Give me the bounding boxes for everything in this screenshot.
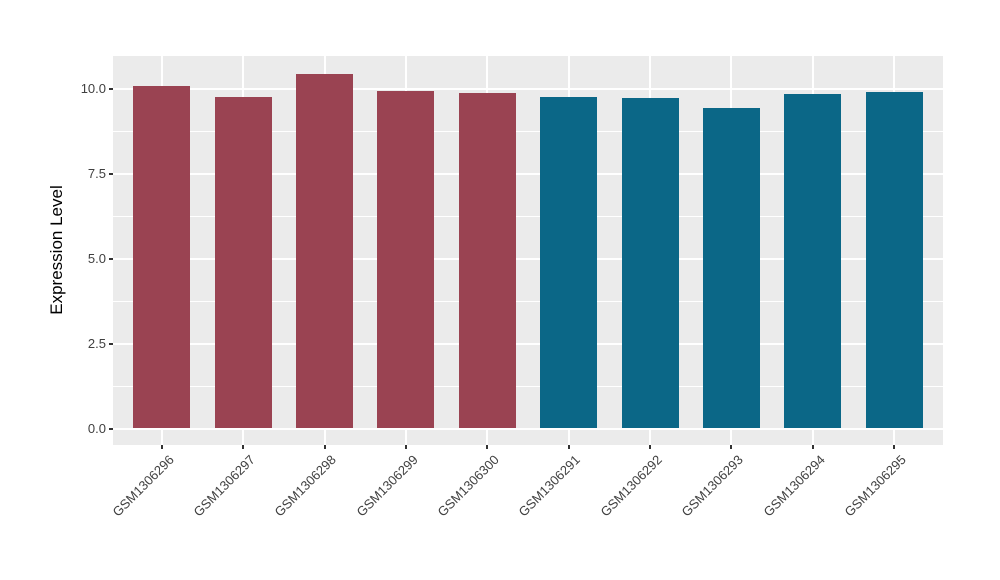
x-tick-mark — [242, 445, 245, 449]
x-tick-label-text: GSM1306298 — [271, 452, 340, 520]
y-tick-mark — [109, 257, 113, 260]
x-tick-mark — [404, 445, 407, 449]
gridline-major-y-10 — [113, 88, 943, 90]
gridline-minor-y-1.25 — [113, 385, 943, 387]
bar-GSM1306297 — [214, 97, 272, 429]
y-tick-label: 2.5 — [87, 335, 106, 351]
bar-GSM1306294 — [784, 94, 842, 429]
bar-GSM1306300 — [458, 93, 516, 429]
x-tick-mark — [893, 445, 896, 449]
x-tick-label-text: GSM1306294 — [760, 452, 828, 520]
gridline-major-y-5 — [113, 257, 943, 260]
bar-GSM1306292 — [621, 97, 679, 429]
y-tick-mark — [109, 172, 113, 175]
bar-GSM1306291 — [540, 97, 598, 429]
gridline-major-y-2.5 — [113, 342, 943, 345]
x-tick-label-text: GSM1306295 — [841, 452, 909, 520]
gridline-minor-y-6.25 — [113, 215, 943, 217]
x-tick-label-text: GSM1306292 — [597, 452, 665, 520]
y-tick-mark — [109, 342, 113, 345]
bar-GSM1306295 — [865, 91, 923, 429]
y-tick-label: 10.0 — [80, 81, 106, 96]
x-tick-label-text: GSM1306297 — [190, 452, 258, 520]
x-tick-mark — [649, 445, 652, 449]
x-tick-label-text: GSM1306293 — [678, 452, 747, 520]
x-tick-mark — [486, 445, 489, 449]
x-tick-mark — [323, 445, 326, 449]
x-tick-mark — [730, 445, 733, 449]
bar-GSM1306298 — [296, 73, 354, 429]
bar-GSM1306299 — [377, 91, 435, 429]
plot-panel — [113, 56, 943, 445]
x-tick-mark — [567, 445, 570, 449]
gridline-major-y-0 — [113, 427, 943, 430]
y-tick-label: 0.0 — [87, 420, 106, 436]
bar-GSM1306293 — [702, 108, 760, 429]
x-tick-label-text: GSM1306291 — [515, 452, 584, 520]
gridline-major-y-7.5 — [113, 172, 943, 175]
x-tick-mark — [160, 445, 163, 449]
gridline-minor-y-8.75 — [113, 130, 943, 132]
y-tick-label: 7.5 — [87, 165, 106, 181]
x-tick-label-text: GSM1306300 — [434, 452, 502, 520]
y-tick-label: 5.0 — [87, 250, 106, 266]
y-tick-mark — [109, 427, 113, 430]
bar-GSM1306296 — [133, 85, 191, 429]
x-tick-mark — [811, 445, 814, 449]
x-tick-label-text: GSM1306296 — [109, 452, 177, 520]
gridline-minor-y-3.75 — [113, 300, 943, 302]
y-tick-mark — [109, 88, 113, 90]
x-tick-label-text: GSM1306299 — [353, 452, 421, 520]
